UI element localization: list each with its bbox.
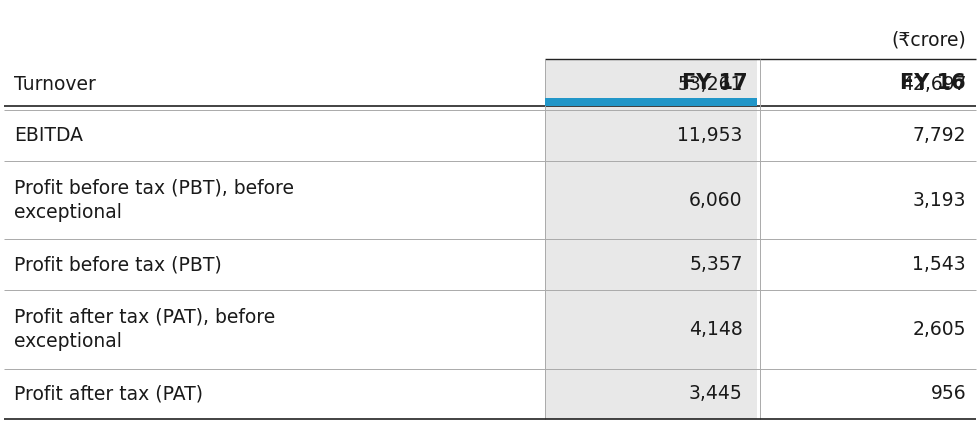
Text: (₹crore): (₹crore) [892, 31, 966, 50]
Text: 2,605: 2,605 [912, 320, 966, 339]
Text: 6,060: 6,060 [689, 191, 743, 210]
Text: Turnover: Turnover [14, 75, 96, 94]
Text: Profit after tax (PAT), before
exceptional: Profit after tax (PAT), before exception… [14, 307, 275, 351]
Text: 956: 956 [930, 384, 966, 403]
Text: 11,953: 11,953 [677, 126, 743, 145]
Text: Profit after tax (PAT): Profit after tax (PAT) [14, 384, 203, 403]
Text: 7,792: 7,792 [912, 126, 966, 145]
Bar [546, 290, 758, 368]
Bar [546, 161, 758, 239]
Text: 42,697: 42,697 [901, 75, 966, 94]
Text: FY 17: FY 17 [682, 73, 748, 92]
Bar [546, 110, 758, 161]
Bar [546, 239, 758, 290]
Bar [546, 368, 758, 419]
Bar [546, 98, 758, 106]
Text: 4,148: 4,148 [689, 320, 743, 339]
Text: Profit before tax (PBT), before
exceptional: Profit before tax (PBT), before exceptio… [14, 178, 294, 222]
Text: Profit before tax (PBT): Profit before tax (PBT) [14, 255, 221, 274]
Text: 5,357: 5,357 [689, 255, 743, 274]
Text: FY 16: FY 16 [901, 73, 966, 92]
Text: EBITDA: EBITDA [14, 126, 83, 145]
Text: 53,261: 53,261 [677, 75, 743, 94]
Text: 3,193: 3,193 [912, 191, 966, 210]
Text: 1,543: 1,543 [912, 255, 966, 274]
Bar [546, 59, 758, 110]
Text: 3,445: 3,445 [689, 384, 743, 403]
